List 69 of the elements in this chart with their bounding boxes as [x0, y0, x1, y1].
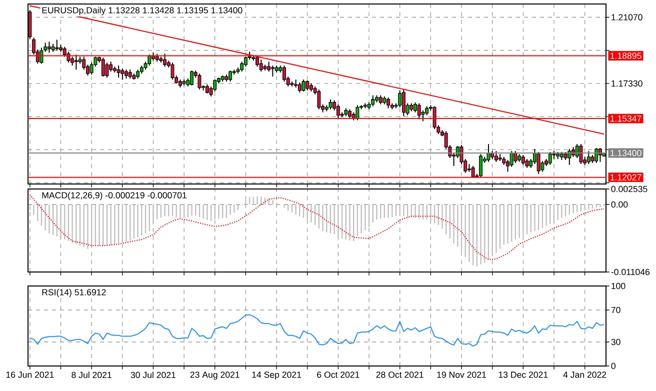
candlestick [568, 148, 572, 166]
y-tick-label: -0.011046 [611, 268, 650, 276]
candlestick [579, 143, 583, 164]
x-tick-label: 4 Jan 2022 [563, 372, 606, 378]
candlestick [163, 53, 167, 68]
candlestick [101, 57, 105, 78]
x-tick-label: 13 Dec 2021 [498, 372, 548, 378]
x-tick-label: 23 Aug 2021 [190, 372, 240, 380]
candlestick [402, 88, 406, 117]
candlestick [386, 96, 390, 109]
candlestick [55, 39, 59, 52]
candlestick [190, 70, 194, 86]
ref-line-label: 1.12027 [610, 174, 642, 180]
x-tick-label: 6 Oct 2021 [317, 372, 360, 378]
ref-line-label: 1.13400 [610, 150, 642, 156]
candlestick [432, 106, 436, 130]
candlestick [198, 73, 202, 90]
candlestick [378, 94, 382, 105]
candlestick [510, 150, 514, 168]
candlestick [244, 56, 248, 68]
chart-title: EURUSDp,Daily 1.13228 1.13428 1.13195 1.13400 [42, 6, 242, 16]
candlestick [575, 143, 579, 158]
candlestick [270, 65, 274, 78]
candlestick [336, 104, 340, 119]
y-tick-label: 0.002535 [611, 186, 648, 192]
candlestick [282, 65, 286, 82]
y-tick-label: 0 [611, 362, 616, 370]
y-tick-label: 100 [612, 282, 626, 290]
x-tick-label: 28 Oct 2021 [376, 372, 424, 378]
candlestick [306, 80, 310, 91]
candlestick [298, 82, 302, 93]
candlestick [479, 154, 482, 178]
candlestick [116, 65, 120, 78]
candlestick [259, 59, 263, 72]
ref-line-label: 1.15347 [610, 115, 642, 122]
ref-line-label: 1.18895 [610, 52, 642, 59]
candlestick [536, 151, 540, 174]
chart-title: RSI(14) 51.6912 [42, 288, 106, 298]
x-tick-label: 30 Jul 2021 [130, 372, 176, 378]
y-tick-label: 1.17330 [612, 80, 642, 87]
y-tick-label: 0.00 [611, 201, 628, 208]
candlestick [120, 68, 124, 80]
candlestick [494, 150, 498, 162]
candlestick [348, 108, 352, 119]
candlestick [598, 148, 602, 162]
candlestick [74, 54, 78, 70]
candlestick [317, 88, 321, 110]
candlestick [417, 102, 421, 120]
x-tick-label: 14 Sep 2021 [252, 372, 302, 380]
candlestick [594, 148, 598, 164]
candlestick [356, 104, 360, 121]
candlestick [548, 151, 552, 166]
chart-title: MACD(12,26,9) -0.000219 -0.000701 [42, 192, 186, 200]
candlestick [256, 55, 259, 68]
candlestick [267, 61, 271, 72]
x-tick-label: 19 Nov 2021 [437, 372, 486, 378]
candlestick [148, 54, 152, 66]
x-tick-label: 16 Jun 2021 [6, 372, 54, 378]
candlestick [514, 150, 518, 164]
candlestick [47, 41, 51, 54]
x-tick-label: 8 Jul 2021 [72, 372, 112, 378]
candlestick [521, 154, 525, 166]
candlestick [228, 70, 232, 82]
y-tick-label: 30 [611, 338, 620, 346]
candlestick [586, 150, 590, 164]
candlestick [109, 61, 113, 72]
y-tick-label: 70 [611, 306, 620, 314]
candlestick [371, 94, 375, 107]
y-tick-label: 1.21070 [612, 14, 642, 20]
